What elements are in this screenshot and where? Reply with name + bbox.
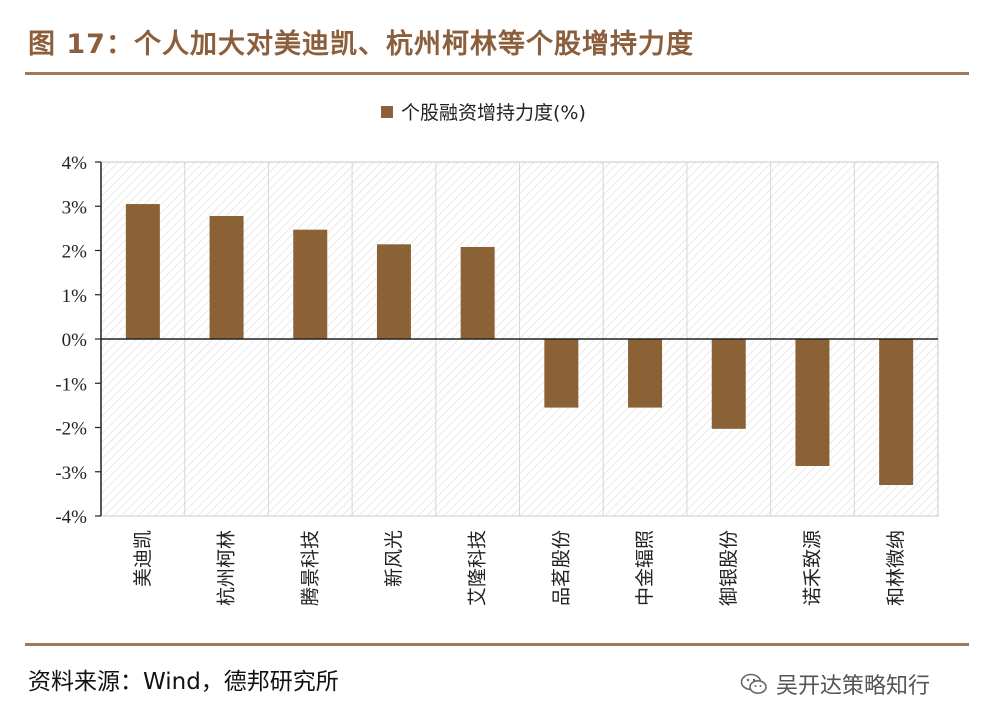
y-tick-label: 1% [62, 286, 88, 307]
x-axis-labels: 美迪凯 杭州柯林 腾景科技 新风光 艾隆科技 品茗股份 中金辐照 御银股份 诺禾致源 和林微纳 [132, 530, 907, 606]
x-category-label: 艾隆科技 [467, 530, 489, 606]
bars [125, 204, 914, 486]
bar-1 [125, 204, 160, 339]
y-tick-label: -3% [55, 463, 87, 484]
y-axis-ticks: 4% 3% 2% 1% 0% -1% -2% -3% -4% [55, 153, 101, 528]
bar-6 [544, 339, 579, 408]
x-category-label: 品茗股份 [550, 530, 572, 606]
bar-5 [460, 246, 495, 339]
watermark-text: 吴开达策略知行 [776, 674, 931, 699]
y-tick-label: 0% [62, 330, 88, 351]
bar-9 [795, 339, 830, 466]
footer-rule [25, 643, 969, 646]
y-tick-label: -1% [55, 374, 87, 395]
bar-3 [293, 229, 328, 339]
bar-chart: 4% 3% 2% 1% 0% -1% -2% -3% -4% 美迪凯 杭州柯林 腾景科技 新风光 艾隆科… [55, 102, 939, 606]
x-category-label: 新风光 [383, 530, 405, 587]
bar-4 [376, 244, 411, 339]
x-category-label: 中金辐照 [634, 530, 656, 606]
watermark: 吴开达策略知行 [740, 668, 930, 700]
x-category-label: 腾景科技 [299, 530, 321, 606]
y-tick-label: 3% [62, 197, 88, 218]
wechat-icon [740, 673, 767, 694]
bar-10 [879, 339, 914, 486]
source-note: 资料来源：Wind，德邦研究所 [28, 669, 339, 695]
legend: 个股融资增持力度(%) [381, 102, 586, 124]
x-category-label: 御银股份 [718, 530, 740, 606]
x-category-label: 美迪凯 [132, 530, 154, 587]
legend-swatch [381, 106, 393, 118]
y-tick-label: -4% [55, 507, 87, 528]
title-rule [25, 72, 969, 75]
x-category-label: 诺禾致源 [801, 530, 823, 606]
x-category-label: 杭州柯林 [216, 530, 238, 606]
y-tick-label: 2% [62, 242, 88, 263]
x-category-label: 和林微纳 [885, 530, 907, 606]
y-tick-label: -2% [55, 419, 87, 440]
bar-8 [711, 339, 746, 429]
bar-7 [628, 339, 663, 408]
bar-2 [209, 215, 244, 339]
y-tick-label: 4% [62, 153, 88, 174]
legend-label: 个股融资增持力度(%) [401, 102, 586, 124]
figure-title: 图 17：个人加大对美迪凯、杭州柯林等个股增持力度 [28, 29, 694, 60]
